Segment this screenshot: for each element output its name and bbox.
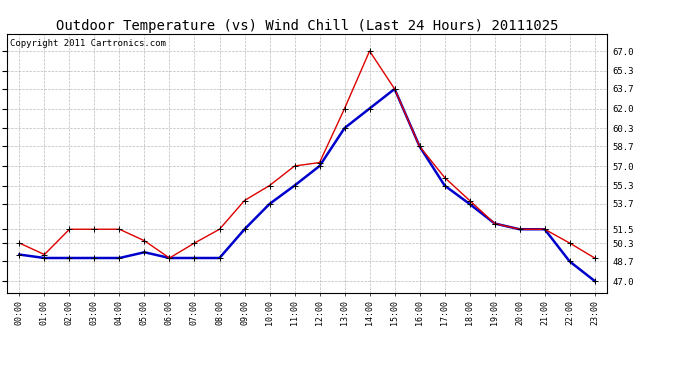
Text: Copyright 2011 Cartronics.com: Copyright 2011 Cartronics.com [10, 39, 166, 48]
Title: Outdoor Temperature (vs) Wind Chill (Last 24 Hours) 20111025: Outdoor Temperature (vs) Wind Chill (Las… [56, 19, 558, 33]
